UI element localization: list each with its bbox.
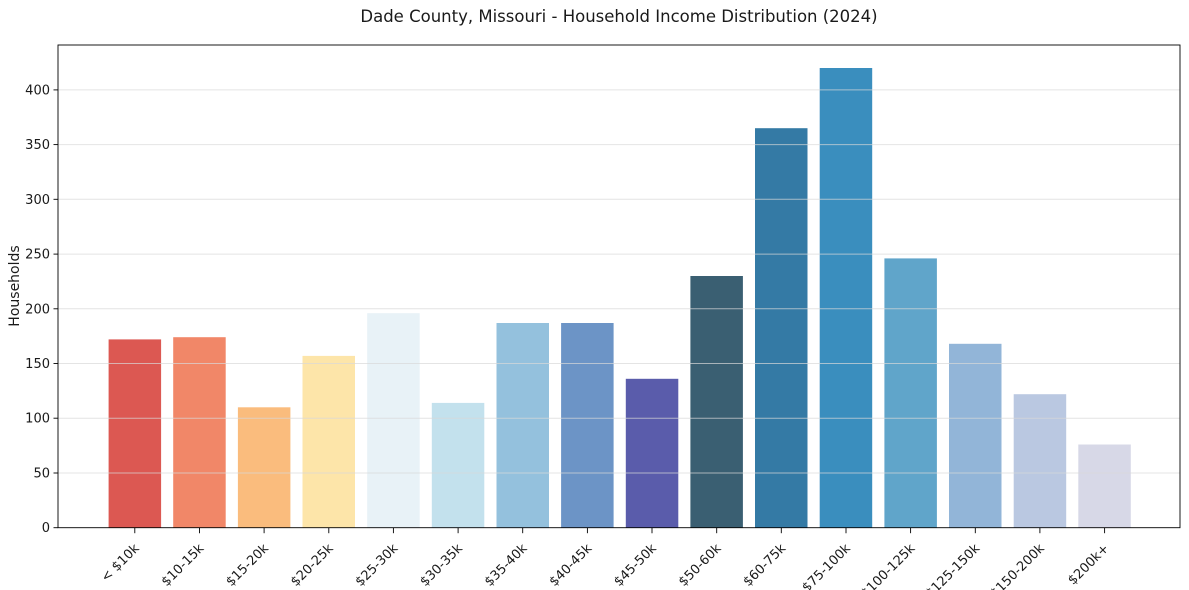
bar-15-20k <box>237 407 291 528</box>
x-tick-label-8: $40-45k <box>547 541 596 590</box>
bar-35-40k <box>496 323 549 528</box>
bar-10-15k <box>173 337 226 528</box>
x-tick-label-3: $15-20k <box>223 541 272 590</box>
x-tick-label-12: $75-100k <box>799 541 854 590</box>
x-tick-label-7: $35-40k <box>482 541 531 590</box>
x-tick-label-10: $50-60k <box>676 541 725 590</box>
x-tick-label-16: $200k+ <box>1065 541 1112 588</box>
bar-60-75k <box>755 128 808 528</box>
grid-layer <box>58 89 1180 474</box>
x-tick-label-15: $150-200k <box>988 541 1049 590</box>
y-tick-label-100: 100 <box>25 412 50 427</box>
bar-150-200k <box>1013 394 1067 528</box>
bar-10k <box>108 339 162 528</box>
bar-20-25k <box>302 355 355 528</box>
chart-title: Dade County, Missouri - Household Income… <box>360 7 877 26</box>
x-tick-label-9: $45-50k <box>611 541 660 590</box>
bar-100-125k <box>884 258 937 528</box>
x-tick-label-13: $100-125k <box>858 541 919 590</box>
x-tick-label-5: $25-30k <box>353 541 402 590</box>
x-tick-label-1: < $10k <box>99 541 143 585</box>
y-tick-label-200: 200 <box>25 302 50 317</box>
axes-layer <box>53 44 1181 534</box>
bars-layer <box>108 68 1131 528</box>
x-tick-label-6: $30-35k <box>417 541 466 590</box>
plot-frame <box>57 44 1181 529</box>
bar-30-35k <box>431 402 485 528</box>
y-tick-label-350: 350 <box>25 138 50 153</box>
y-axis-label: Households <box>7 245 23 326</box>
y-tick-label-50: 50 <box>33 467 50 482</box>
x-tick-label-2: $10-15k <box>159 541 208 590</box>
x-tick-label-14: $125-150k <box>923 541 984 590</box>
x-tick-label-11: $60-75k <box>741 541 790 590</box>
bar-125-150k <box>949 343 1002 528</box>
bar-45-50k <box>625 378 679 528</box>
bar-50-60k <box>690 276 743 528</box>
y-tick-label-300: 300 <box>25 193 50 208</box>
bar-25-30k <box>367 313 420 528</box>
y-tick-label-400: 400 <box>25 83 50 98</box>
y-tick-label-150: 150 <box>25 357 50 372</box>
bar-75-100k <box>819 68 873 528</box>
bar-40-45k <box>561 323 614 528</box>
y-tick-label-0: 0 <box>42 521 50 536</box>
y-tick-label-250: 250 <box>25 248 50 263</box>
x-tick-label-4: $20-25k <box>288 541 337 590</box>
bar-200k <box>1078 444 1131 528</box>
